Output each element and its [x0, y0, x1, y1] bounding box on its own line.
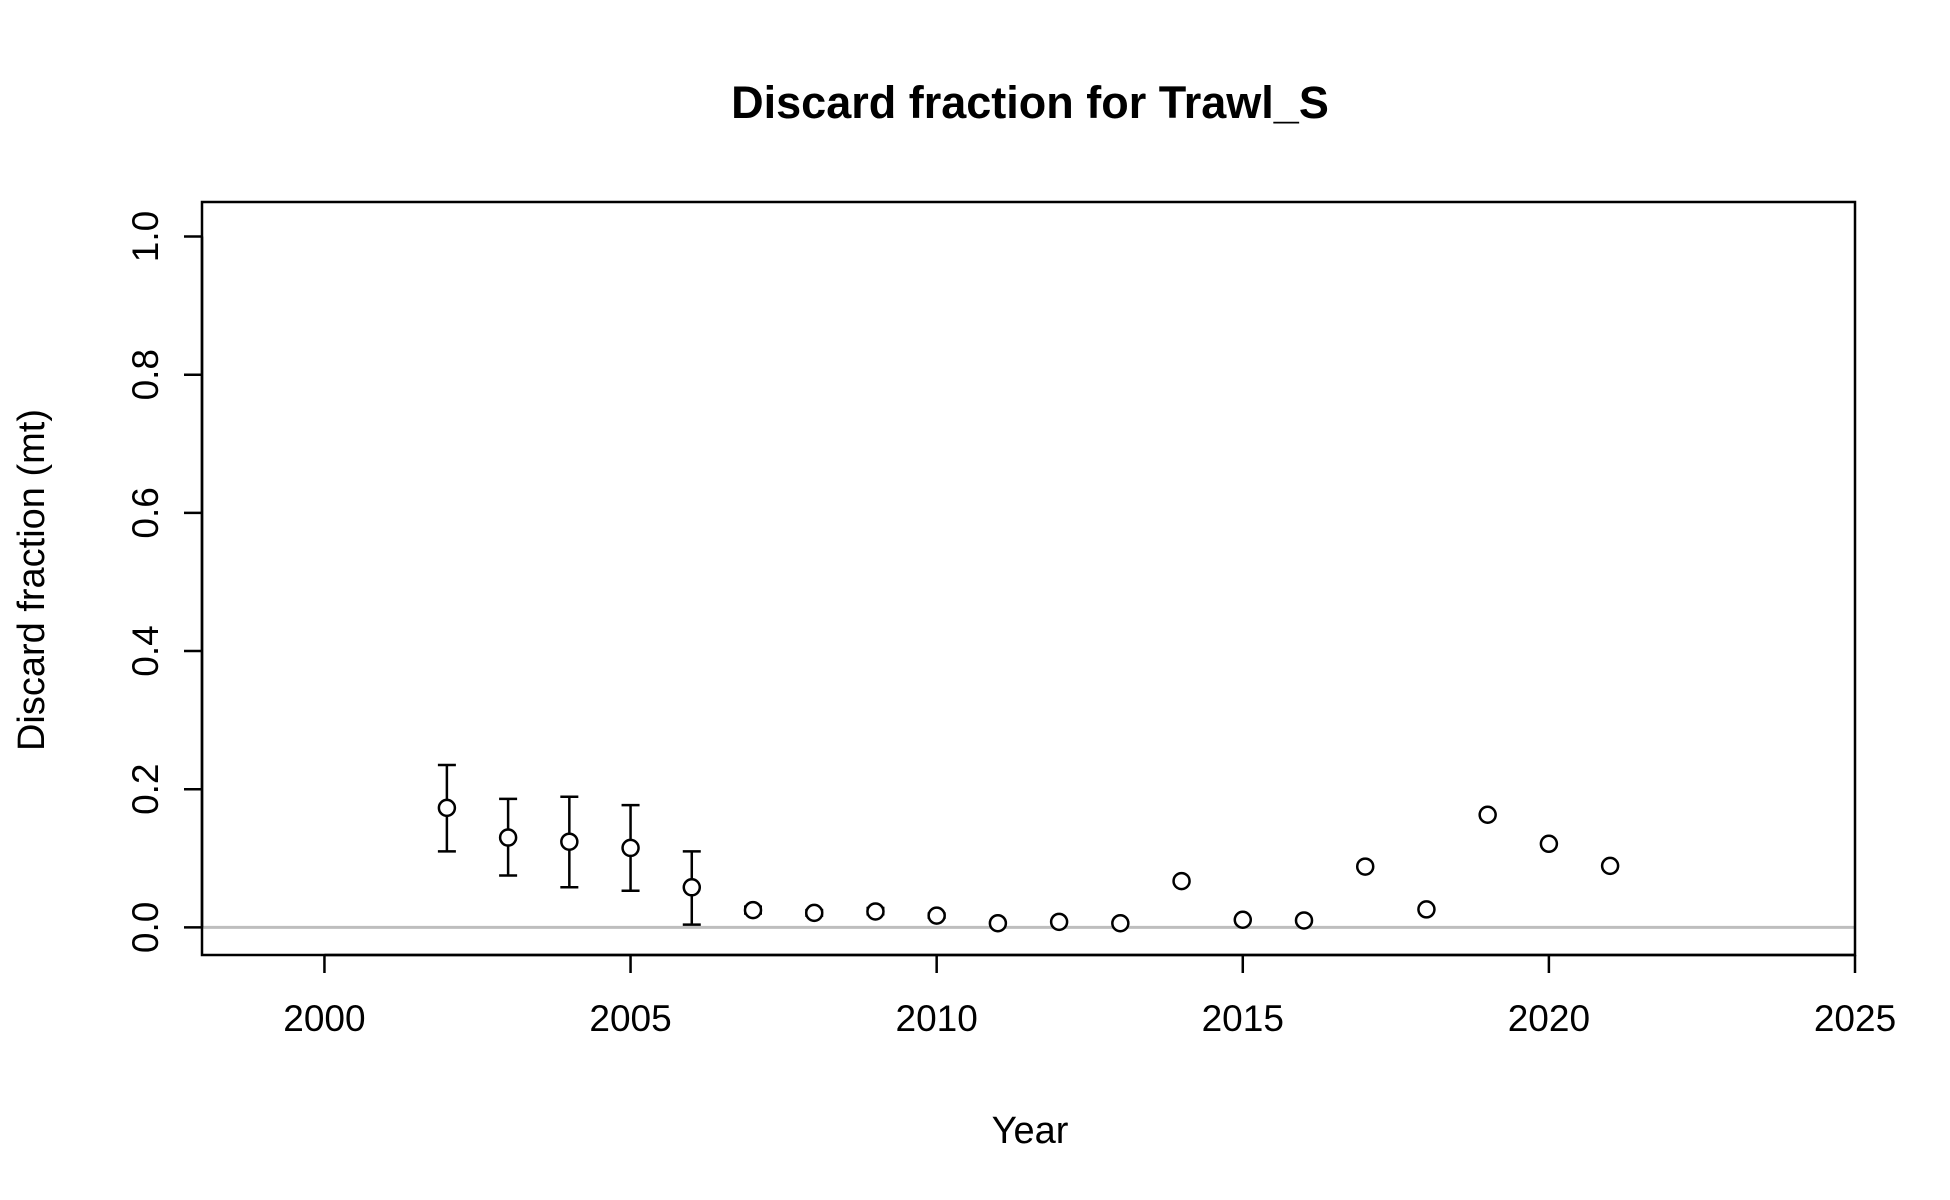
x-axis: 2000 2005 2010 2015 2020 2025 — [283, 953, 1896, 1039]
data-point — [1049, 912, 1069, 932]
x-tick-label: 2020 — [1508, 998, 1590, 1039]
data-point — [1478, 805, 1497, 825]
data-point — [1417, 900, 1436, 919]
x-tick-label: 2015 — [1202, 998, 1284, 1039]
x-axis-label: Year — [992, 1110, 1069, 1152]
data-point — [1355, 857, 1375, 876]
data-point — [988, 913, 1008, 933]
data-point — [1172, 871, 1191, 891]
data-point — [1111, 913, 1130, 933]
y-tick-label: 1.0 — [125, 211, 166, 262]
data-point — [1294, 911, 1314, 930]
x-tick-label: 2000 — [283, 998, 365, 1039]
data-point — [560, 832, 579, 851]
data-point — [1233, 910, 1253, 930]
x-tick-label: 2010 — [896, 998, 978, 1039]
data-point — [498, 828, 518, 847]
data-point — [804, 903, 824, 923]
data-point — [1539, 834, 1559, 854]
plot-frame — [200, 200, 1857, 957]
plot-area — [200, 200, 1857, 957]
y-tick-label: 0.4 — [125, 625, 166, 676]
data-point — [437, 798, 457, 818]
data-point — [866, 902, 885, 921]
y-tick-label: 0.6 — [125, 487, 166, 538]
y-axis: 0.0 0.2 0.4 0.6 0.8 1.0 — [125, 211, 204, 953]
data-point — [927, 906, 946, 925]
y-tick-label: 0.2 — [125, 763, 166, 814]
y-tick-label: 0.8 — [125, 349, 166, 400]
data-point — [682, 878, 702, 897]
data-point — [1600, 856, 1620, 876]
chart-title: Discard fraction for Trawl_S — [731, 77, 1329, 128]
y-tick-label: 0.0 — [125, 902, 166, 953]
data-point — [743, 900, 763, 920]
y-axis-label: Discard fraction (mt) — [11, 409, 53, 751]
x-tick-label: 2005 — [589, 998, 671, 1039]
x-tick-label: 2025 — [1814, 998, 1896, 1039]
data-point — [621, 838, 640, 858]
